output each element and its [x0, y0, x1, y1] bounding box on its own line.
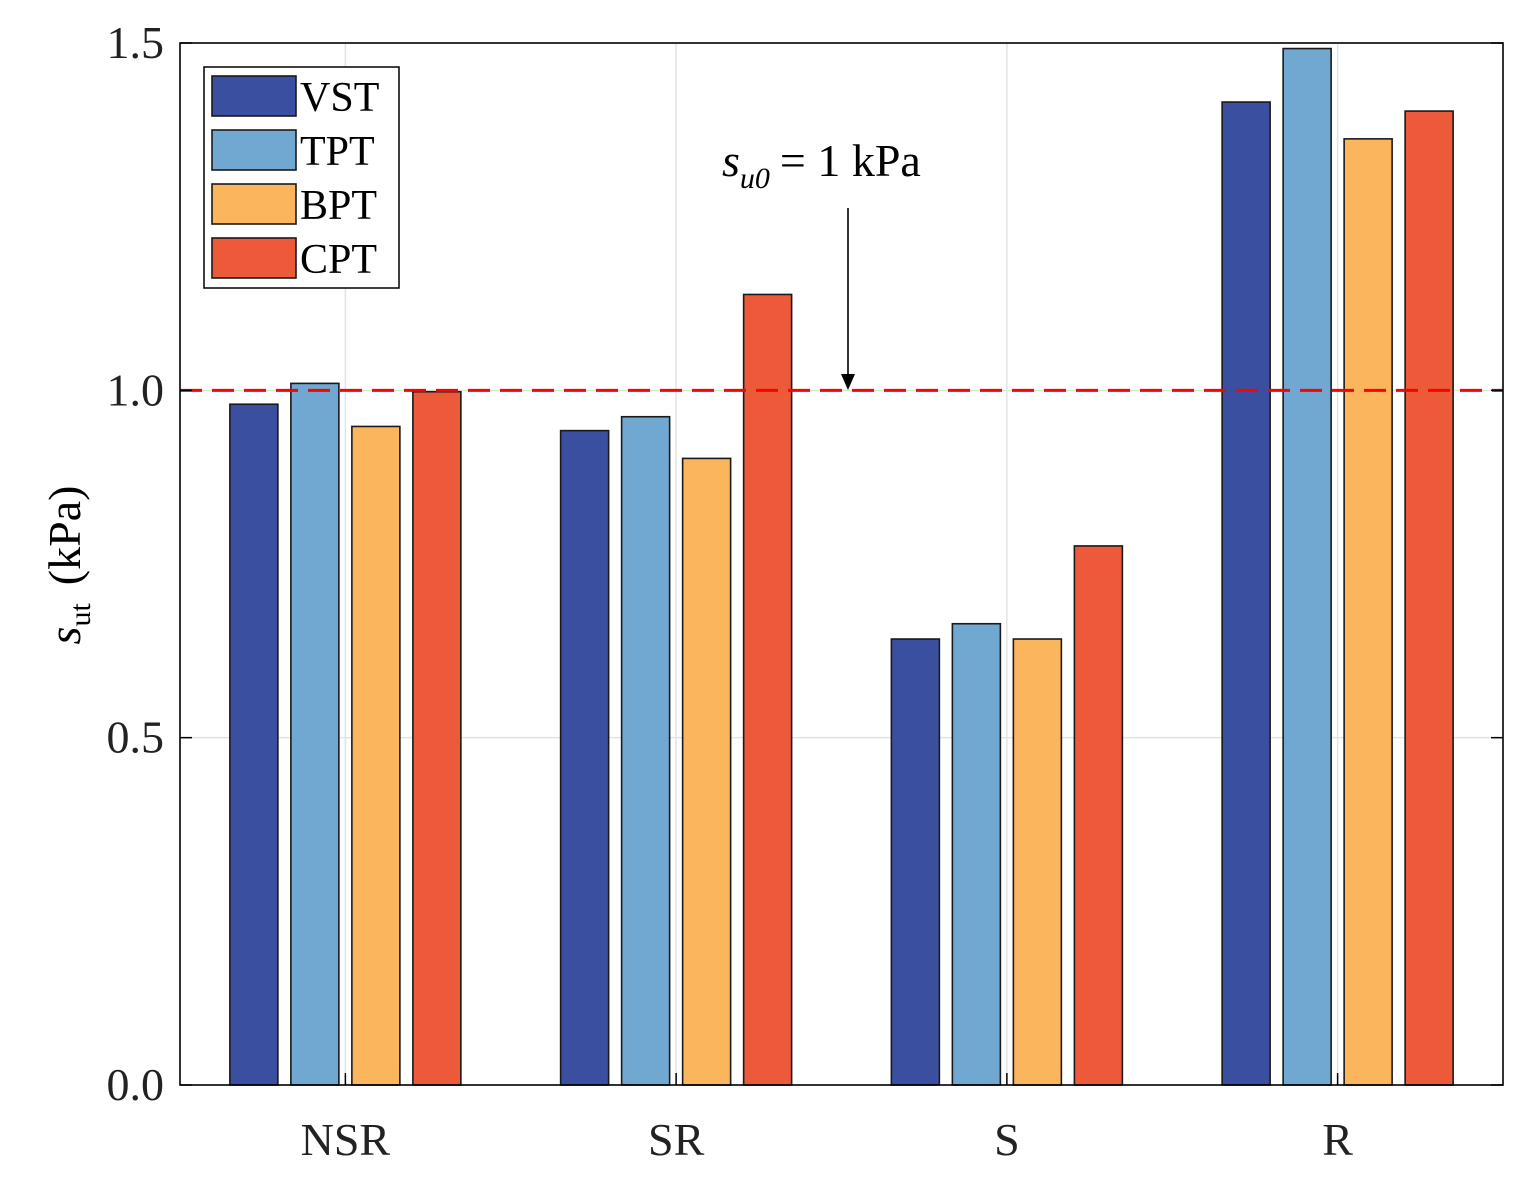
- bar-tpt-s: [951, 622, 1002, 1086]
- legend-label-tpt: TPT: [300, 129, 375, 175]
- legend-label-cpt: CPT: [300, 237, 377, 283]
- legend-swatch-vst: [211, 75, 297, 117]
- bar-cpt-sr: [742, 293, 793, 1086]
- y-tick-label: 0.0: [107, 1059, 165, 1110]
- threshold-annotation: su0 = 1 kPa: [722, 135, 921, 390]
- svg-text:sut(kPa): sut (kPa): [39, 486, 97, 645]
- legend-swatch-tpt: [211, 129, 297, 171]
- y-axis-title: sut (kPa): [39, 486, 97, 645]
- y-tick-label: 0.5: [107, 712, 165, 763]
- bar-vst-sr: [559, 429, 610, 1086]
- plot-frame: [179, 42, 1504, 1086]
- bar-bpt-s: [1012, 638, 1063, 1086]
- bar-vst-r: [1221, 101, 1271, 1086]
- legend-label-vst: VST: [300, 75, 379, 121]
- annotation-subscript: u0: [740, 162, 770, 195]
- bar-cpt-s: [1073, 545, 1124, 1086]
- bar-cpt-r: [1404, 110, 1454, 1086]
- x-tick-label: NSR: [301, 1114, 391, 1165]
- legend-label-bpt: BPT: [300, 183, 377, 229]
- bar-tpt-sr: [620, 415, 671, 1086]
- bar-tpt-r: [1282, 47, 1332, 1086]
- bar-vst-nsr: [229, 403, 279, 1086]
- bar-vst-s: [890, 638, 941, 1086]
- legend: VST TPT BPT CPT: [203, 66, 400, 289]
- legend-swatch-cpt: [211, 237, 297, 279]
- x-tick-label: S: [994, 1114, 1020, 1165]
- axes-box: [179, 42, 1504, 1086]
- svg-text:su0= 1 kPa: su0 = 1 kPa: [722, 135, 921, 195]
- annotation-arrow-head: [841, 374, 855, 390]
- bars: [229, 47, 1454, 1086]
- bar-bpt-r: [1343, 138, 1393, 1086]
- annotation-symbol: s: [722, 135, 740, 186]
- y-axis-subscript: ut: [64, 603, 97, 627]
- x-tick-label: R: [1322, 1114, 1353, 1165]
- y-axis-symbol: s: [39, 627, 90, 645]
- bar-tpt-nsr: [290, 382, 340, 1086]
- y-axis-unit: (kPa): [39, 486, 90, 586]
- legend-swatch-bpt: [211, 183, 297, 225]
- bar-bpt-sr: [681, 457, 732, 1086]
- bar-bpt-nsr: [351, 425, 401, 1086]
- y-tick-label: 1.5: [107, 17, 165, 68]
- y-tick-label: 1.0: [107, 364, 165, 415]
- bar-cpt-nsr: [412, 390, 462, 1086]
- annotation-text: = 1 kPa: [780, 135, 921, 186]
- x-tick-label: SR: [648, 1114, 705, 1165]
